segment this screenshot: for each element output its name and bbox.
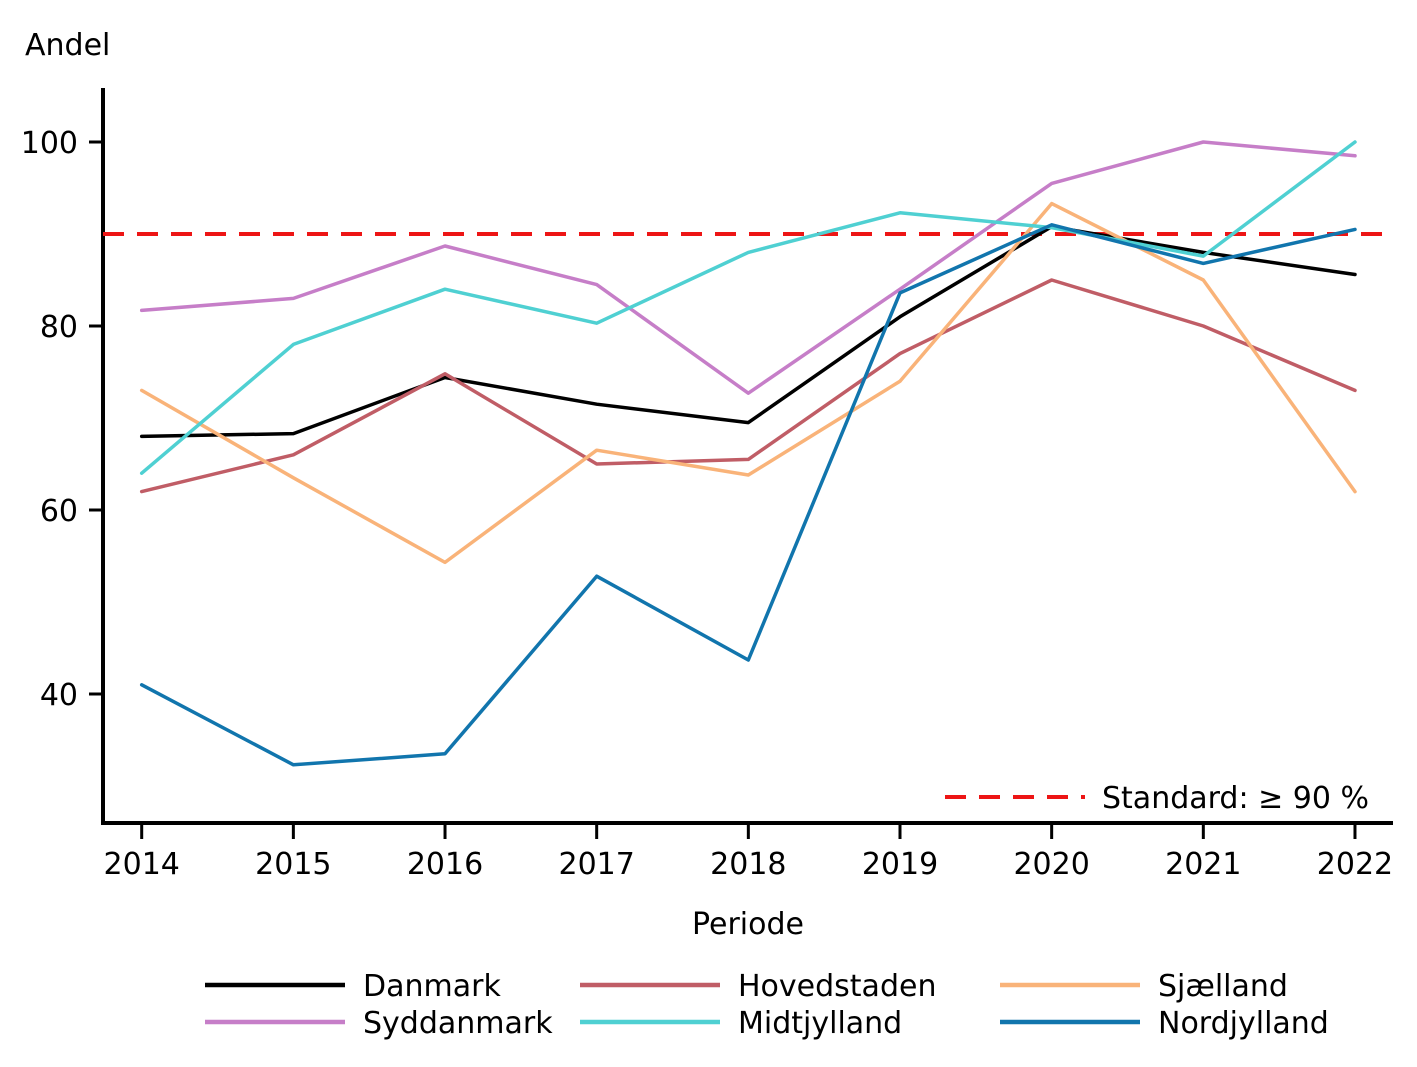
- x-tick-label-2016: 2016: [407, 847, 483, 882]
- series-line-midtjylland: [139, 140, 1357, 475]
- series-line-syddanmark: [139, 140, 1357, 395]
- legend-label-syddanmark: Syddanmark: [363, 1006, 553, 1041]
- y-tick-label-100: 100: [21, 126, 78, 161]
- standard-legend-label: Standard: ≥ 90 %: [1102, 781, 1369, 816]
- legend-label-hovedstaden: Hovedstaden: [738, 969, 936, 1004]
- series-line-hovedstaden: [139, 278, 1357, 494]
- legend-label-nordjylland: Nordjylland: [1158, 1006, 1329, 1041]
- x-tick-label-2019: 2019: [862, 847, 938, 882]
- legend-label-midtjylland: Midtjylland: [738, 1006, 902, 1041]
- x-tick-label-2015: 2015: [255, 847, 331, 882]
- plot-area: 40 60 80 100 2014 2015 2016 2017 2018 2019 2020 202…: [21, 126, 1393, 1041]
- x-tick-label-2018: 2018: [710, 847, 786, 882]
- y-tick-label-60: 60: [40, 494, 78, 529]
- x-tick-label-2014: 2014: [104, 847, 180, 882]
- x-tick-label-2022: 2022: [1317, 847, 1393, 882]
- x-tick-label-2021: 2021: [1165, 847, 1241, 882]
- series-line-danmark: [139, 224, 1357, 439]
- legend-label-sj-lland: Sjælland: [1158, 969, 1288, 1004]
- standard-legend: Standard: ≥ 90 %: [945, 781, 1369, 816]
- series-line-sj-lland: [139, 201, 1357, 565]
- legend-label-danmark: Danmark: [363, 969, 501, 1004]
- x-tick-label-2020: 2020: [1013, 847, 1089, 882]
- y-tick-label-40: 40: [40, 678, 78, 713]
- x-axis-title: Periode: [692, 907, 804, 942]
- series-line-nordjylland: [139, 223, 1357, 767]
- y-axis-title: Andel: [25, 28, 110, 63]
- x-tick-label-2017: 2017: [559, 847, 635, 882]
- y-tick-label-80: 80: [40, 310, 78, 345]
